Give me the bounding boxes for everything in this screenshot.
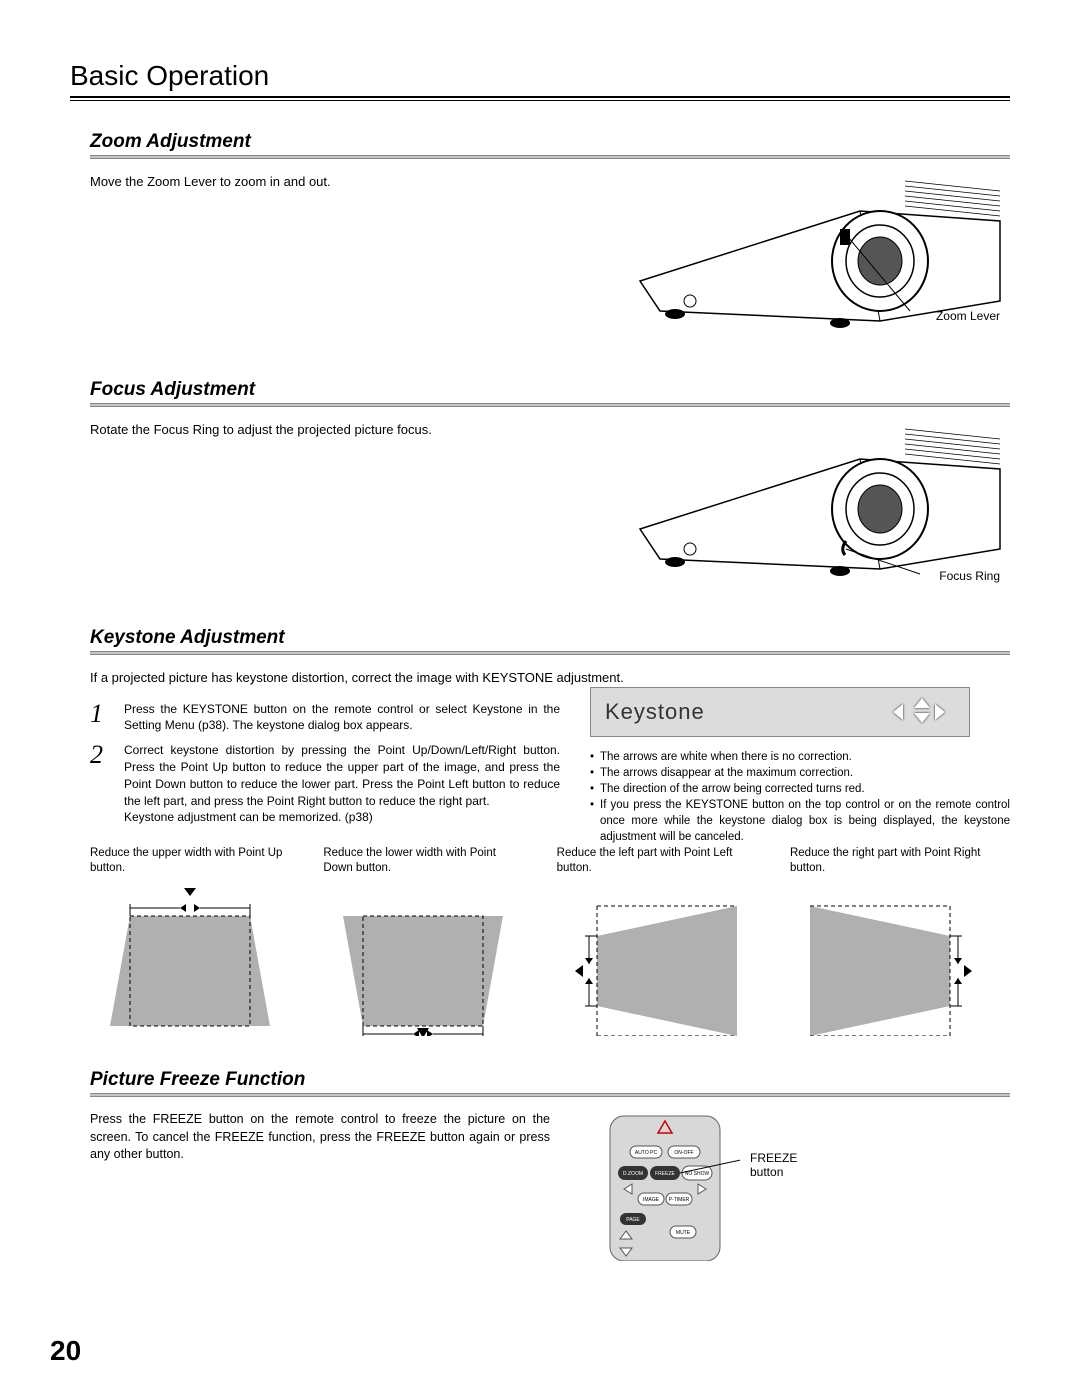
keystone-section: Keystone Adjustment If a projected pictu… xyxy=(70,627,1010,1041)
keystone-right-col: Keystone The arrows are white when there… xyxy=(590,687,1010,846)
trapezoid-row: Reduce the upper width with Point Up but… xyxy=(90,846,990,1041)
svg-text:IMAGE: IMAGE xyxy=(643,1197,660,1203)
trap-up-icon xyxy=(90,886,290,1036)
focus-ring-label: Focus Ring xyxy=(939,569,1000,583)
projector-focus-illustration: Focus Ring xyxy=(620,399,1010,599)
zoom-heading: Zoom Adjustment xyxy=(90,131,1010,153)
step-num-1: 1 xyxy=(90,701,112,735)
step-num-2: 2 xyxy=(90,742,112,826)
trap-col-2: Reduce the lower width with Point Down b… xyxy=(323,846,523,1041)
trap-caption-1: Reduce the upper width with Point Up but… xyxy=(90,846,290,878)
trap-down-icon xyxy=(323,886,523,1036)
bullet-4: If you press the KEYSTONE button on the … xyxy=(590,797,1010,845)
zoom-lever-label: Zoom Lever xyxy=(936,309,1000,323)
keystone-bullets: The arrows are white when there is no co… xyxy=(590,749,1010,846)
bullet-1: The arrows are white when there is no co… xyxy=(590,749,1010,765)
section-rule xyxy=(90,1093,1010,1097)
trap-left-icon xyxy=(557,886,757,1036)
svg-text:D.ZOOM: D.ZOOM xyxy=(623,1171,643,1177)
freeze-section: Picture Freeze Function Press the FREEZE… xyxy=(70,1069,1010,1266)
zoom-body: Move the Zoom Lever to zoom in and out. xyxy=(90,173,550,191)
svg-text:PAGE: PAGE xyxy=(626,1217,640,1223)
projector-zoom-illustration: Zoom Lever xyxy=(620,151,1010,351)
zoom-section: Zoom Adjustment Move the Zoom Lever to z… xyxy=(70,131,1010,351)
svg-text:FREEZE: FREEZE xyxy=(655,1171,675,1177)
keystone-intro: If a projected picture has keystone dist… xyxy=(90,669,1010,687)
trap-right-icon xyxy=(790,886,990,1036)
focus-section: Focus Adjustment Rotate the Focus Ring t… xyxy=(70,379,1010,599)
step-1-text: Press the KEYSTONE button on the remote … xyxy=(124,701,560,735)
svg-text:NO SHOW: NO SHOW xyxy=(685,1171,710,1177)
step-1: 1 Press the KEYSTONE button on the remot… xyxy=(90,701,560,735)
trap-caption-4: Reduce the right part with Point Right b… xyxy=(790,846,990,878)
trap-col-1: Reduce the upper width with Point Up but… xyxy=(90,846,290,1041)
freeze-body: Press the FREEZE button on the remote co… xyxy=(90,1111,550,1266)
freeze-button-label: FREEZE button xyxy=(750,1151,797,1179)
section-rule xyxy=(90,651,1010,655)
bullet-2: The arrows disappear at the maximum corr… xyxy=(590,765,1010,781)
title-rule xyxy=(70,96,1010,101)
trap-col-4: Reduce the right part with Point Right b… xyxy=(790,846,990,1041)
step-2: 2 Correct keystone distortion by pressin… xyxy=(90,742,560,826)
keystone-dialog-box: Keystone xyxy=(590,687,970,737)
focus-body: Rotate the Focus Ring to adjust the proj… xyxy=(90,421,550,439)
keystone-dialog-label: Keystone xyxy=(605,699,705,725)
remote-illustration: AUTO PC ON-OFF D.ZOOM FREEZE NO SHOW IMA… xyxy=(590,1111,740,1266)
step-2-text: Correct keystone distortion by pressing … xyxy=(124,743,560,807)
page-number: 20 xyxy=(50,1335,81,1367)
svg-text:AUTO PC: AUTO PC xyxy=(635,1150,658,1156)
svg-text:P-TIMER: P-TIMER xyxy=(669,1197,690,1203)
page-title: Basic Operation xyxy=(70,60,1010,92)
trap-col-3: Reduce the left part with Point Left but… xyxy=(557,846,757,1041)
bullet-3: The direction of the arrow being correct… xyxy=(590,781,1010,797)
step-2-note: Keystone adjustment can be memorized. (p… xyxy=(124,810,373,824)
trap-caption-3: Reduce the left part with Point Left but… xyxy=(557,846,757,878)
trap-caption-2: Reduce the lower width with Point Down b… xyxy=(323,846,523,878)
keystone-heading: Keystone Adjustment xyxy=(90,627,1010,649)
keystone-arrows-icon xyxy=(893,698,955,727)
freeze-heading: Picture Freeze Function xyxy=(90,1069,1010,1091)
svg-text:MUTE: MUTE xyxy=(676,1230,691,1236)
svg-text:ON-OFF: ON-OFF xyxy=(674,1150,693,1156)
focus-heading: Focus Adjustment xyxy=(90,379,1010,401)
